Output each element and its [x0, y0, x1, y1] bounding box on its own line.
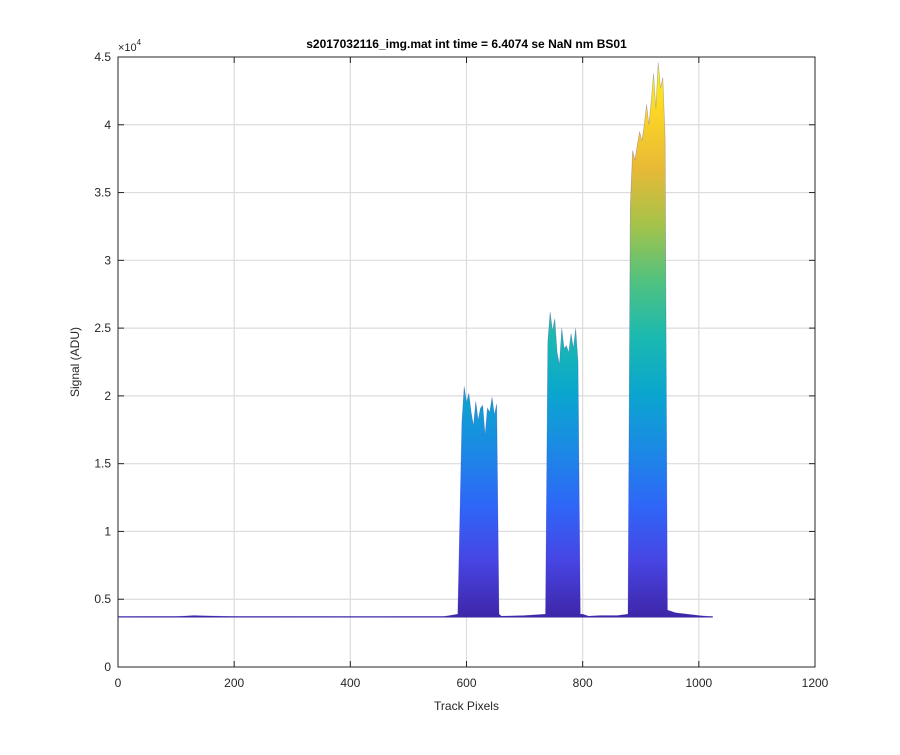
- y-tick-label: 4: [104, 118, 111, 132]
- x-tick-label: 600: [456, 676, 476, 690]
- x-tick-label: 800: [573, 676, 593, 690]
- x-tick-label: 400: [340, 676, 360, 690]
- y-tick-label: 3: [104, 253, 111, 267]
- y-axis-exponent-power: 4: [137, 38, 142, 47]
- grid: [118, 57, 815, 667]
- x-axis-label: Track Pixels: [434, 699, 499, 713]
- data-layer: [118, 62, 713, 618]
- x-tick-label: 0: [115, 676, 122, 690]
- chart-title: s2017032116_img.mat int time = 6.4074 se…: [306, 37, 627, 51]
- signal-area: [118, 62, 713, 617]
- y-tick-label: 3.5: [94, 186, 111, 200]
- y-tick-label: 1: [104, 524, 111, 538]
- y-tick-label: 1.5: [94, 457, 111, 471]
- signal-line: [118, 62, 713, 618]
- y-axis-label: Signal (ADU): [68, 327, 82, 397]
- y-axis-exponent: ×104: [118, 38, 142, 54]
- y-tick-label: 4.5: [94, 50, 111, 64]
- x-tick-label: 1200: [802, 676, 829, 690]
- y-tick-label: 2.5: [94, 321, 111, 335]
- y-axis-exponent-base: ×10: [118, 42, 137, 54]
- y-tick-label: 2: [104, 389, 111, 403]
- x-tick-label: 1000: [685, 676, 712, 690]
- y-tick-label: 0: [104, 660, 111, 674]
- ticks: 0 200 400 600 800 1000 1200 0 0.5 1 1.5 2 2.5 3 3.5 4 4.…: [94, 50, 828, 690]
- y-tick-label: 0.5: [94, 592, 111, 606]
- x-tick-label: 200: [224, 676, 244, 690]
